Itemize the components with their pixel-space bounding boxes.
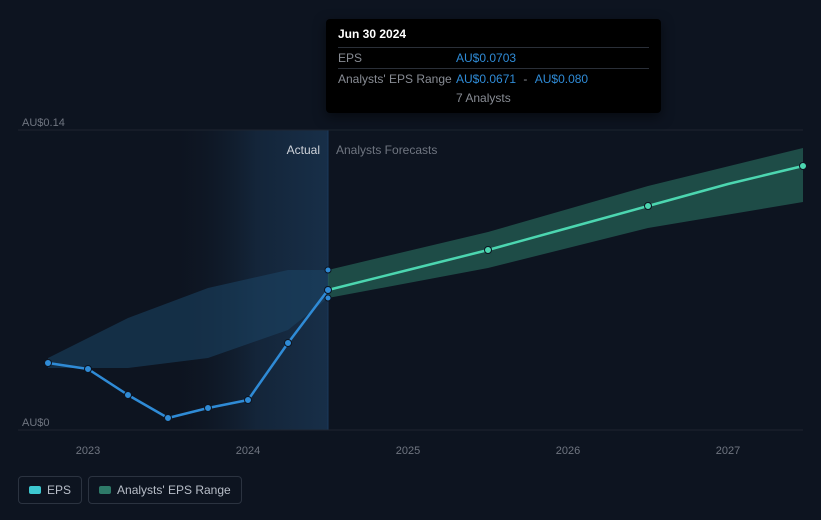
x-axis-label: 2026 — [556, 445, 580, 457]
tooltip-row-range: Analysts' EPS Range AU$0.0671 - AU$0.080 — [338, 68, 649, 89]
chart-tooltip: Jun 30 2024 EPS AU$0.0703 Analysts' EPS … — [326, 19, 661, 113]
tooltip-range-low: AU$0.0671 — [456, 72, 516, 86]
tooltip-date: Jun 30 2024 — [338, 27, 649, 47]
tooltip-eps-label: EPS — [338, 51, 456, 65]
eps-marker-actual — [325, 287, 332, 294]
eps-marker-actual — [205, 405, 212, 412]
tooltip-range-high: AU$0.080 — [535, 72, 588, 86]
eps-marker-actual — [125, 392, 132, 399]
chart-area[interactable]: AU$0.14AU$020232024202520262027ActualAna… — [18, 130, 803, 430]
legend-swatch-eps — [29, 486, 41, 494]
x-axis-label: 2025 — [396, 445, 420, 457]
tooltip-analysts-count: 7 Analysts — [456, 89, 649, 105]
y-axis-label: AU$0 — [22, 417, 50, 429]
legend-label-range: Analysts' EPS Range — [117, 483, 231, 497]
legend: EPS Analysts' EPS Range — [18, 476, 242, 504]
y-axis-label: AU$0.14 — [22, 117, 65, 129]
legend-item-range[interactable]: Analysts' EPS Range — [88, 476, 242, 504]
range-band-forecast — [328, 148, 803, 298]
eps-marker-actual — [165, 415, 172, 422]
tooltip-row-eps: EPS AU$0.0703 — [338, 47, 649, 68]
eps-marker-forecast — [800, 163, 807, 170]
eps-marker-actual — [285, 340, 292, 347]
x-axis-label: 2027 — [716, 445, 740, 457]
legend-swatch-range — [99, 486, 111, 494]
x-axis-label: 2023 — [76, 445, 100, 457]
tooltip-eps-value: AU$0.0703 — [456, 51, 516, 65]
eps-marker-forecast — [645, 203, 652, 210]
eps-marker-actual — [245, 397, 252, 404]
eps-marker-actual — [85, 366, 92, 373]
eps-marker-forecast — [485, 247, 492, 254]
legend-label-eps: EPS — [47, 483, 71, 497]
region-label-forecast: Analysts Forecasts — [336, 143, 437, 157]
region-label-actual: Actual — [287, 143, 320, 157]
legend-item-eps[interactable]: EPS — [18, 476, 82, 504]
range-marker-divider — [325, 295, 331, 301]
eps-marker-actual — [45, 360, 52, 367]
tooltip-range-dash: - — [523, 72, 527, 86]
tooltip-range-label: Analysts' EPS Range — [338, 72, 456, 86]
range-marker-divider — [325, 267, 331, 273]
eps-chart-svg: AU$0.14AU$020232024202520262027ActualAna… — [18, 130, 803, 430]
x-axis-label: 2024 — [236, 445, 260, 457]
